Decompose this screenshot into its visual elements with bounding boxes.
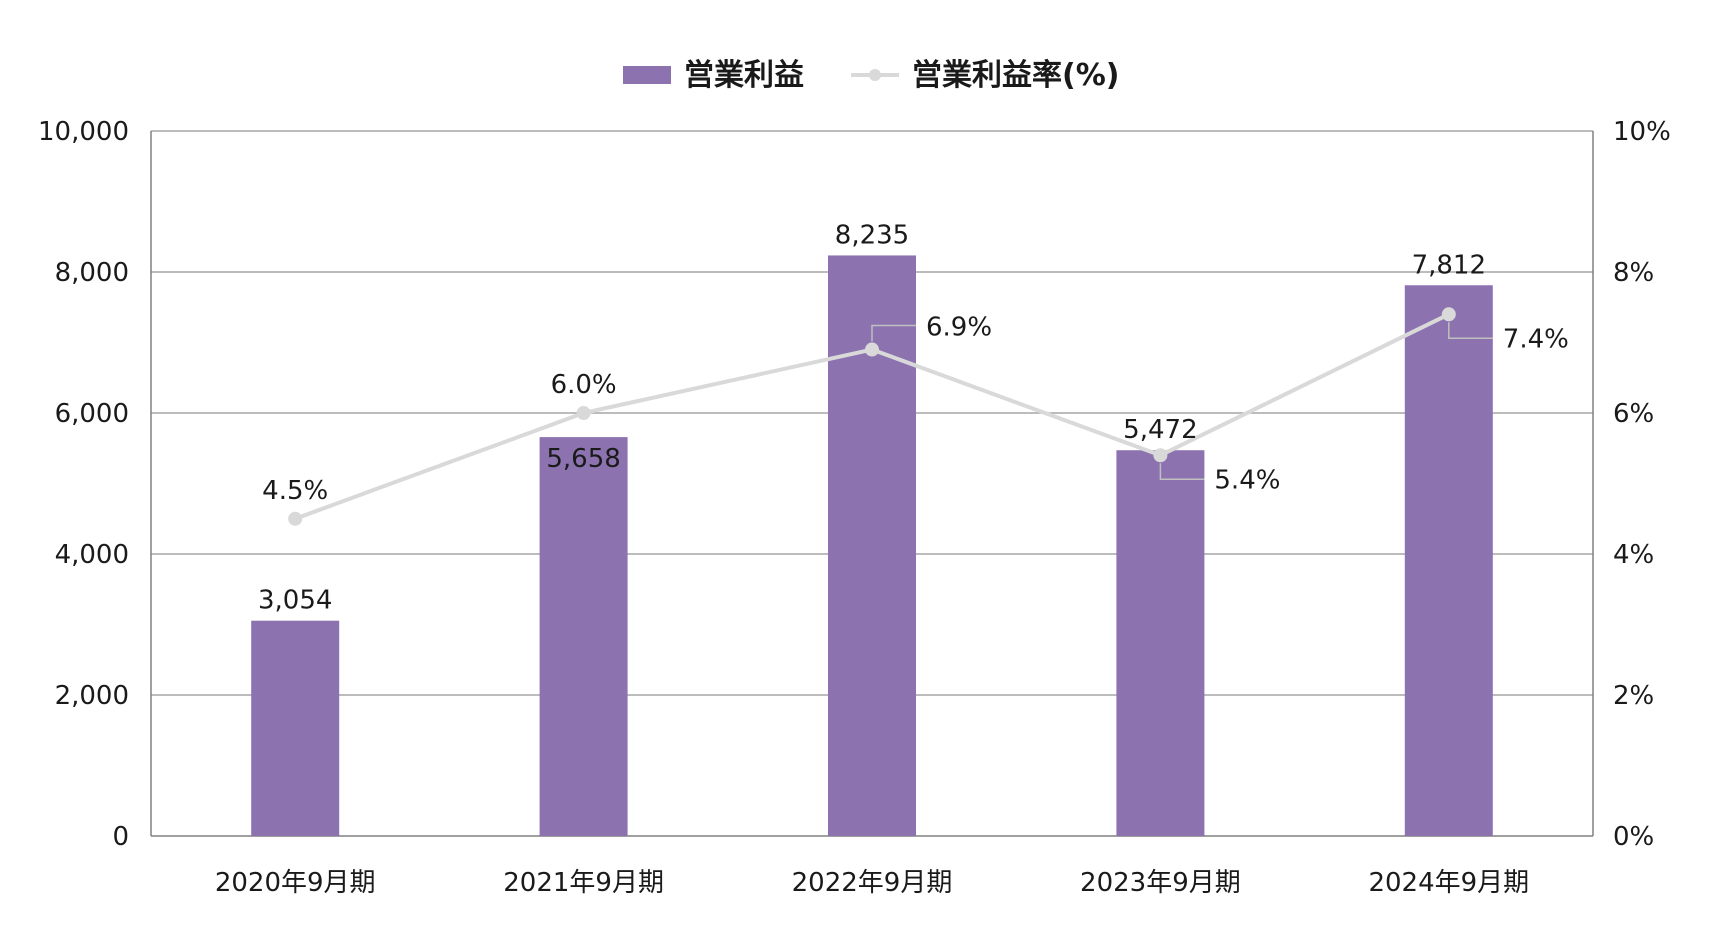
legend-line-label: 営業利益率(%) [912,58,1119,93]
x-tick-label: 2020年9月期 [215,868,376,898]
bar-value-label: 5,658 [546,444,620,474]
bar [251,620,340,836]
x-tick-label: 2022年9月期 [792,868,953,898]
bar [828,255,916,836]
line-point [865,342,879,357]
y-right-tick-label: 4% [1613,540,1654,570]
line-point [288,511,303,526]
line-point [1153,448,1168,463]
legend-line-marker [869,69,881,81]
y-left-tick-label: 4,000 [55,540,129,570]
legend-bar-swatch [623,66,671,84]
leader-line [871,324,916,342]
data-labels: 3,054 5,658 8,235 5,472 7,812 4.5% 6.0% 6.9% 5.4… [258,220,1569,615]
legend-bar-label: 営業利益 [684,58,804,93]
legend: 営業利益 営業利益率(%) [623,58,1119,93]
line-value-label: 7.4% [1503,324,1569,354]
y-left-tick-label: 0 [112,822,129,852]
y-right-tick-label: 8% [1613,258,1654,288]
bar-value-label: 5,472 [1123,415,1197,445]
line-value-label: 6.9% [926,313,992,343]
bar-series [251,255,1493,836]
x-tick-label: 2023年9月期 [1080,868,1241,898]
leader-line [1159,463,1205,481]
y-left-tick-label: 6,000 [55,399,129,429]
y-right-tick-label: 6% [1613,399,1654,429]
x-tick-label: 2021年9月期 [503,868,664,898]
line-point [1441,307,1456,322]
bar [1116,450,1205,836]
bar-value-label: 8,235 [835,220,909,250]
y-left-tick-label: 2,000 [55,681,129,711]
line-value-label: 4.5% [262,476,328,506]
y-right-tick-label: 0% [1613,822,1654,852]
bar-value-label: 3,054 [258,586,332,616]
bar [1404,285,1493,836]
line-series [288,307,1456,526]
y-right-tick-label: 2% [1613,681,1654,711]
line-point [576,406,591,420]
bar-value-label: 7,812 [1412,250,1486,280]
y-left-tick-label: 10,000 [38,117,129,147]
bar [539,437,628,836]
y-left-tick-label: 8,000 [55,258,129,288]
tick-labels: 0 2,000 4,000 6,000 8,000 10,000 0% 2% 4% 6% 8% 10%… [38,117,1671,898]
line-value-label: 6.0% [551,370,617,400]
y-right-tick-label: 10% [1613,117,1671,147]
line-value-label: 5.4% [1214,465,1280,495]
leader-line [1448,322,1493,340]
x-tick-label: 2024年9月期 [1368,868,1529,898]
